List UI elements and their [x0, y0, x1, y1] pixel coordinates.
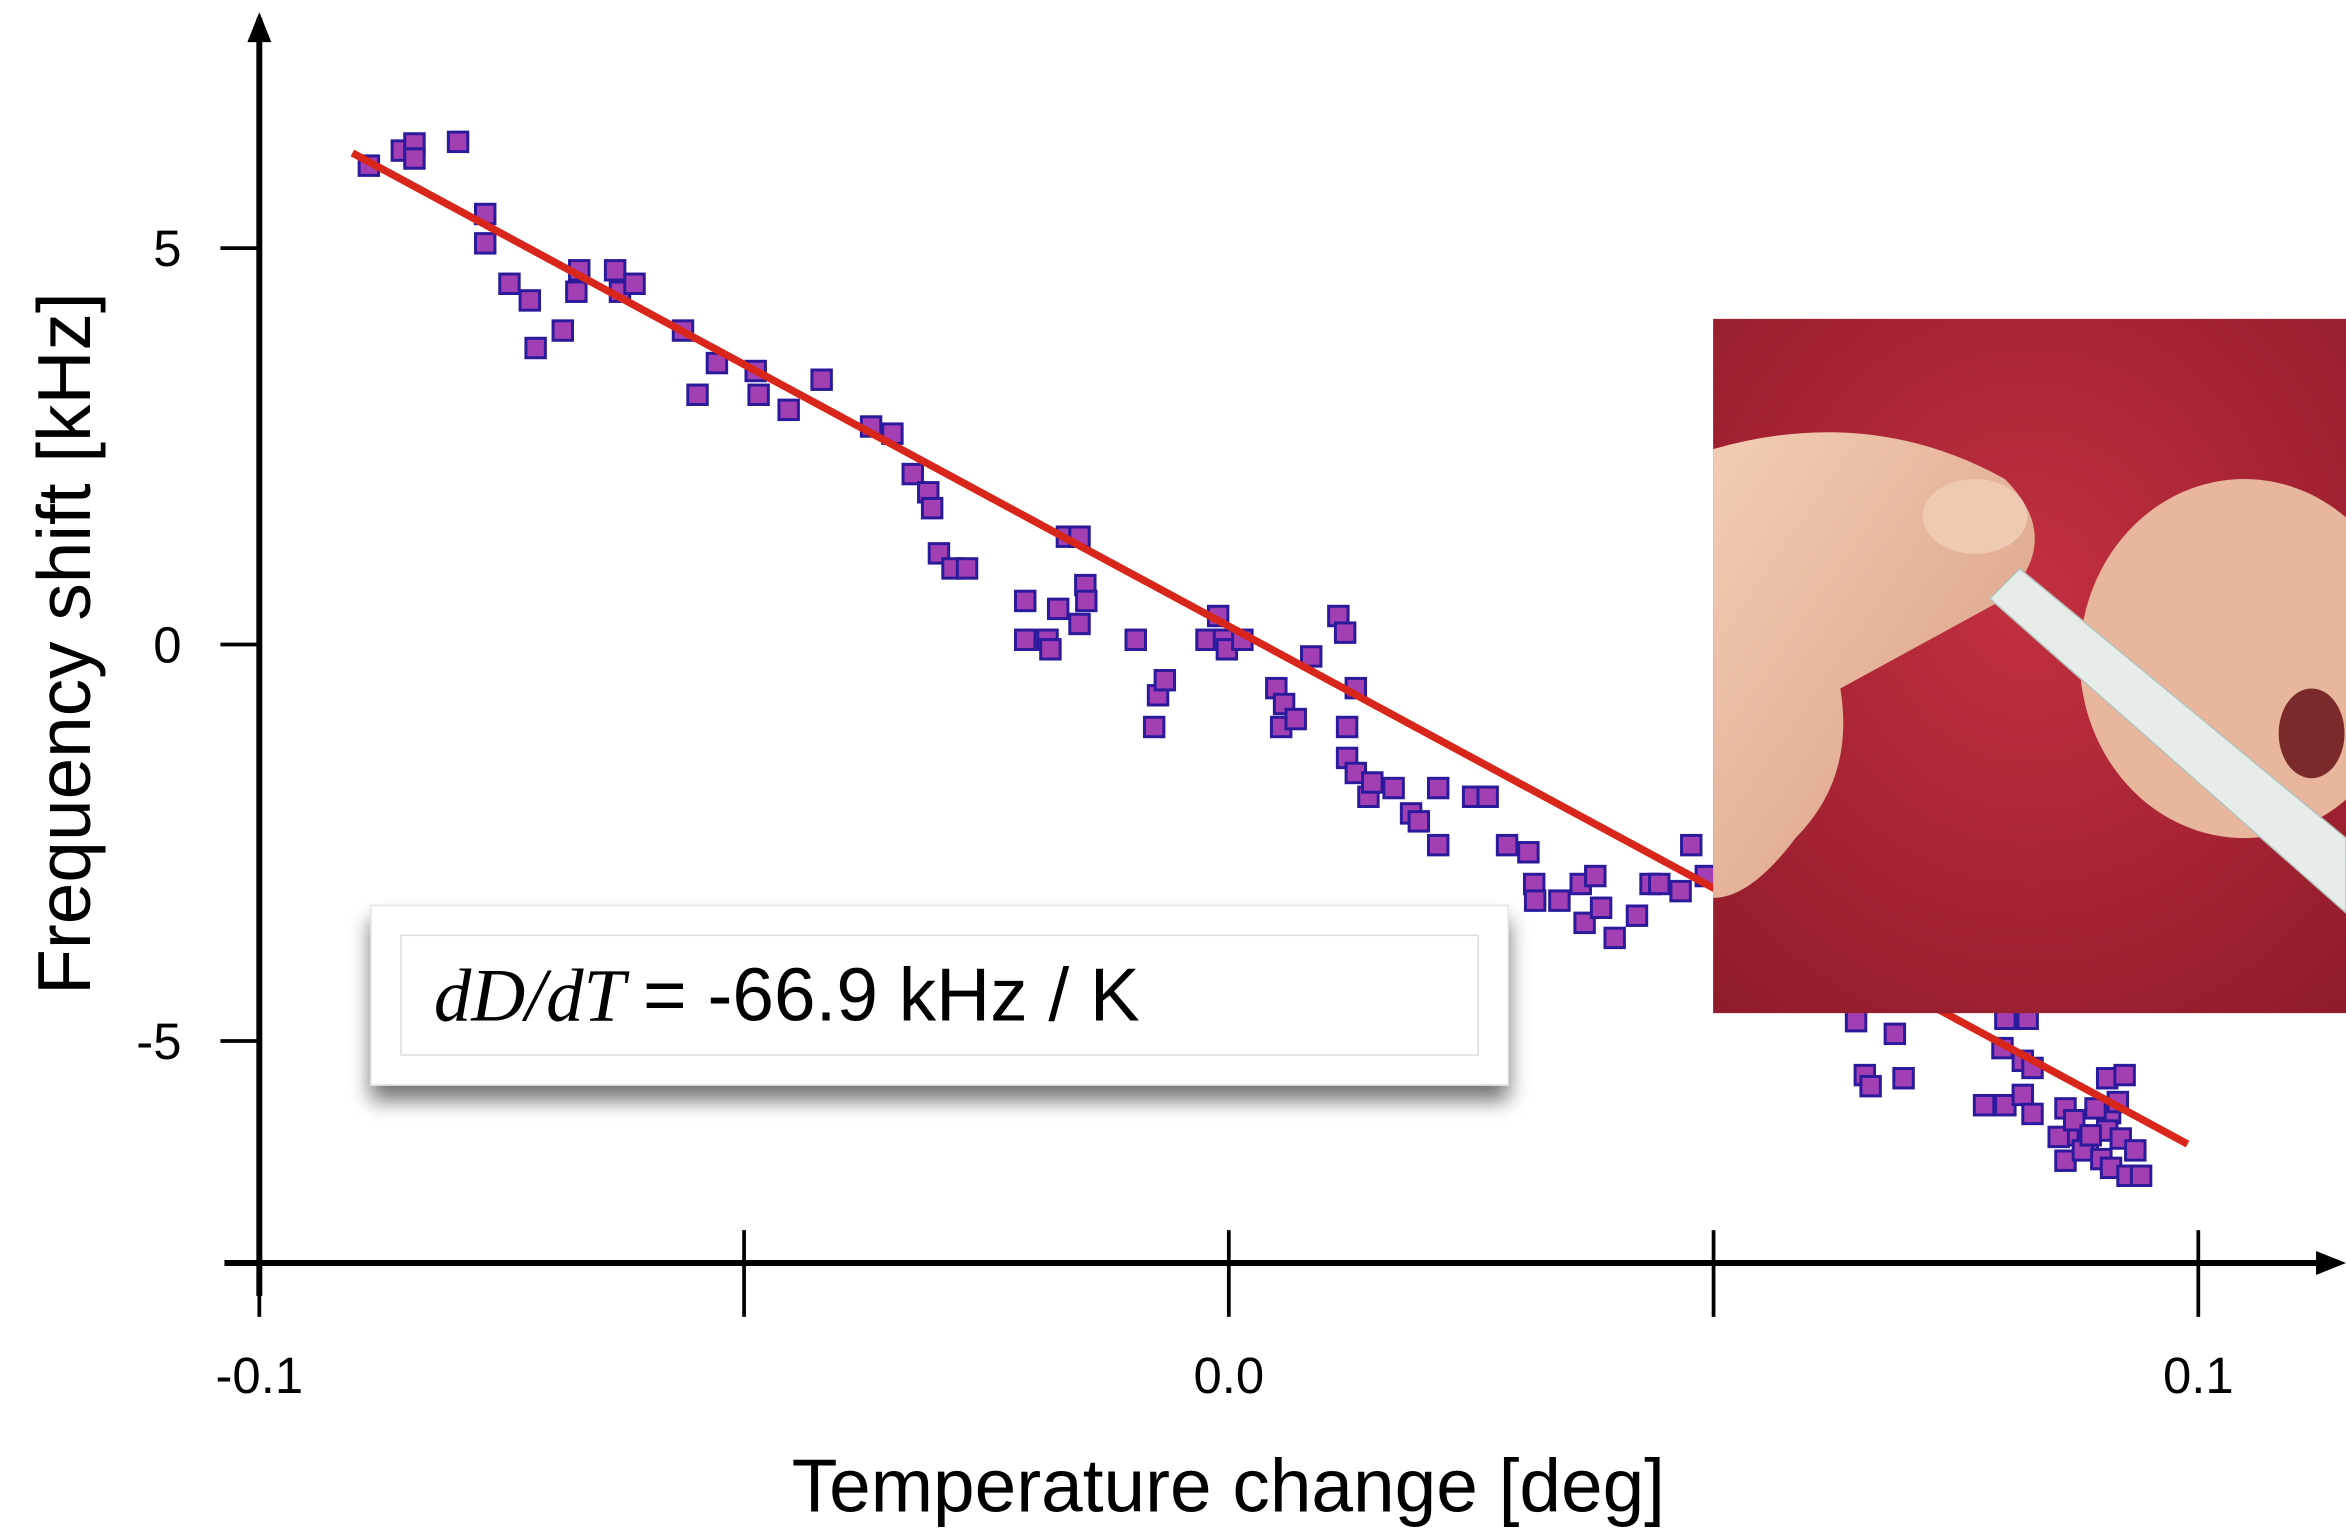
point — [2124, 1139, 2147, 1162]
point — [810, 368, 833, 391]
point — [623, 272, 646, 296]
y-tick-label: -5 — [136, 1013, 181, 1070]
annotation-box: dD/dT = -66.9 kHz / K — [370, 904, 1509, 1086]
axes: Temperature change [deg] Frequency shift… — [22, 12, 2346, 1527]
point — [1669, 879, 1692, 903]
point — [1427, 776, 1450, 800]
photo-mouth — [2278, 688, 2345, 779]
point — [1075, 589, 1098, 613]
point — [603, 259, 627, 282]
point — [518, 289, 542, 312]
point — [1883, 1022, 1907, 1046]
point — [473, 232, 497, 255]
annotation-text: = -66.9 kHz / K — [643, 953, 1140, 1037]
point — [1517, 841, 1540, 864]
point — [2079, 1124, 2102, 1147]
point — [1068, 612, 1091, 636]
point — [2047, 1125, 2070, 1149]
point — [1680, 833, 1703, 857]
point — [2062, 1109, 2086, 1132]
point — [686, 383, 709, 407]
point — [2011, 1083, 2035, 1107]
point — [1427, 833, 1450, 857]
point — [1124, 628, 1147, 652]
point — [2021, 1102, 2044, 1126]
annotation-variable: dD/dT — [434, 955, 631, 1038]
x-axis-title: Temperature change [deg] — [792, 1443, 1665, 1527]
y-tick-label: 0 — [153, 616, 181, 673]
photo-thumb — [1922, 478, 2028, 554]
point — [1039, 638, 1062, 661]
point — [1625, 904, 1649, 927]
point — [777, 398, 800, 422]
point — [2084, 1097, 2107, 1120]
point — [1046, 597, 1070, 621]
point — [1284, 707, 1307, 731]
y-axis-title: Frequency shift [kHz] — [22, 292, 106, 995]
point — [1333, 621, 1357, 644]
point — [1361, 771, 1384, 794]
x-axis-arrow — [2316, 1251, 2346, 1275]
point — [1972, 1093, 1996, 1117]
point — [1476, 785, 1499, 808]
point — [1584, 864, 1607, 888]
point — [1573, 911, 1596, 935]
point — [1014, 628, 1037, 652]
point — [1648, 872, 1671, 896]
point — [901, 462, 924, 486]
point — [1142, 715, 1166, 739]
photo — [1713, 318, 2346, 1014]
point — [1892, 1067, 1915, 1090]
x-tick-label: -0.1 — [216, 1347, 304, 1404]
x-tick-label: 0.1 — [2163, 1347, 2234, 1404]
point — [1014, 589, 1037, 613]
point — [1382, 776, 1405, 800]
annotation: dD/dT = -66.9 kHz / K — [434, 953, 1140, 1038]
point — [1523, 889, 1547, 912]
point — [524, 336, 547, 360]
y-tick-label: 5 — [153, 220, 181, 277]
x-tick-label: 0.0 — [1193, 1347, 1264, 1404]
photo-thermometer — [1988, 567, 2346, 914]
point — [2129, 1164, 2153, 1187]
point — [1859, 1074, 1882, 1098]
point — [1495, 833, 1519, 857]
point — [551, 319, 574, 342]
point — [1153, 668, 1177, 692]
point — [446, 130, 470, 154]
annotation-frame — [400, 934, 1479, 1056]
point — [1603, 926, 1626, 950]
point — [565, 280, 588, 303]
point — [1589, 896, 1613, 919]
point — [1844, 1009, 1868, 1033]
y-axis-arrow — [247, 12, 272, 43]
point — [747, 383, 770, 407]
point — [403, 147, 426, 170]
point — [2113, 1063, 2136, 1087]
point — [920, 496, 944, 520]
point — [955, 557, 979, 580]
point — [1407, 810, 1431, 833]
point — [1335, 715, 1359, 739]
photo-face — [2079, 479, 2346, 839]
point — [498, 272, 521, 296]
point — [1548, 889, 1571, 912]
point — [1300, 645, 1323, 668]
